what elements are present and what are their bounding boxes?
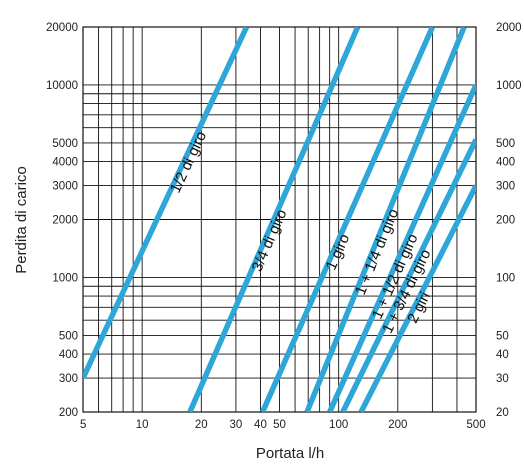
series-line-1 bbox=[83, 27, 250, 380]
y-tick-labels-right: 20 30 40 50 100 200 300 400 500 1000 2000 bbox=[496, 22, 522, 419]
y-tick-label-right: 100 bbox=[496, 272, 515, 284]
x-tick-label: 10 bbox=[136, 419, 149, 431]
y-axis-label: Perdita di carico bbox=[13, 166, 30, 274]
y-tick-labels-left: 200 300 400 500 1000 2000 3000 4000 5000 10000 200… bbox=[46, 22, 78, 419]
y-tick-label: 10000 bbox=[46, 80, 78, 92]
y-tick-label: 200 bbox=[59, 407, 78, 419]
series-lines bbox=[83, 27, 476, 412]
series-line-5 bbox=[327, 83, 476, 412]
y-tick-label-right: 500 bbox=[496, 138, 515, 150]
y-tick-label-right: 40 bbox=[496, 349, 509, 361]
series-line-2 bbox=[187, 27, 361, 412]
series-line-3 bbox=[260, 27, 435, 412]
y-tick-label: 3000 bbox=[52, 181, 78, 193]
series-label-2: 3/4 di giro bbox=[249, 207, 291, 274]
y-tick-label-right: 400 bbox=[496, 157, 515, 169]
y-tick-label: 4000 bbox=[52, 157, 78, 169]
x-axis-label: Portata l/h bbox=[256, 445, 324, 462]
x-tick-label: 50 bbox=[273, 419, 286, 431]
series-line-6 bbox=[340, 138, 476, 412]
y-tick-label-right: 200 bbox=[496, 215, 515, 227]
y-tick-label-right: 2000 bbox=[496, 22, 522, 34]
series-label-3: 1 giro bbox=[323, 231, 354, 272]
series-line-7 bbox=[358, 184, 476, 412]
x-tick-label: 30 bbox=[230, 419, 243, 431]
y-tick-label-right: 50 bbox=[496, 330, 509, 342]
y-tick-label: 400 bbox=[59, 349, 78, 361]
x-tick-label: 200 bbox=[388, 419, 407, 431]
x-tick-label: 40 bbox=[254, 419, 267, 431]
y-tick-label: 2000 bbox=[52, 215, 78, 227]
y-tick-label-right: 300 bbox=[496, 181, 515, 193]
series-line-4 bbox=[304, 27, 467, 412]
y-tick-label: 500 bbox=[59, 330, 78, 342]
y-tick-label-right: 30 bbox=[496, 373, 509, 385]
x-tick-label: 500 bbox=[466, 419, 485, 431]
x-tick-label: 20 bbox=[195, 419, 208, 431]
y-tick-label-right: 1000 bbox=[496, 80, 522, 92]
x-tick-label: 100 bbox=[329, 419, 348, 431]
x-tick-labels: 5 10 20 30 40 50 100 200 500 bbox=[80, 419, 486, 431]
y-tick-label: 20000 bbox=[46, 22, 78, 34]
plot-frame bbox=[82, 26, 477, 413]
x-tick-label: 5 bbox=[80, 419, 86, 431]
y-tick-label: 300 bbox=[59, 373, 78, 385]
y-tick-label-right: 20 bbox=[496, 407, 509, 419]
y-tick-label: 5000 bbox=[52, 138, 78, 150]
y-tick-label: 1000 bbox=[52, 272, 78, 284]
